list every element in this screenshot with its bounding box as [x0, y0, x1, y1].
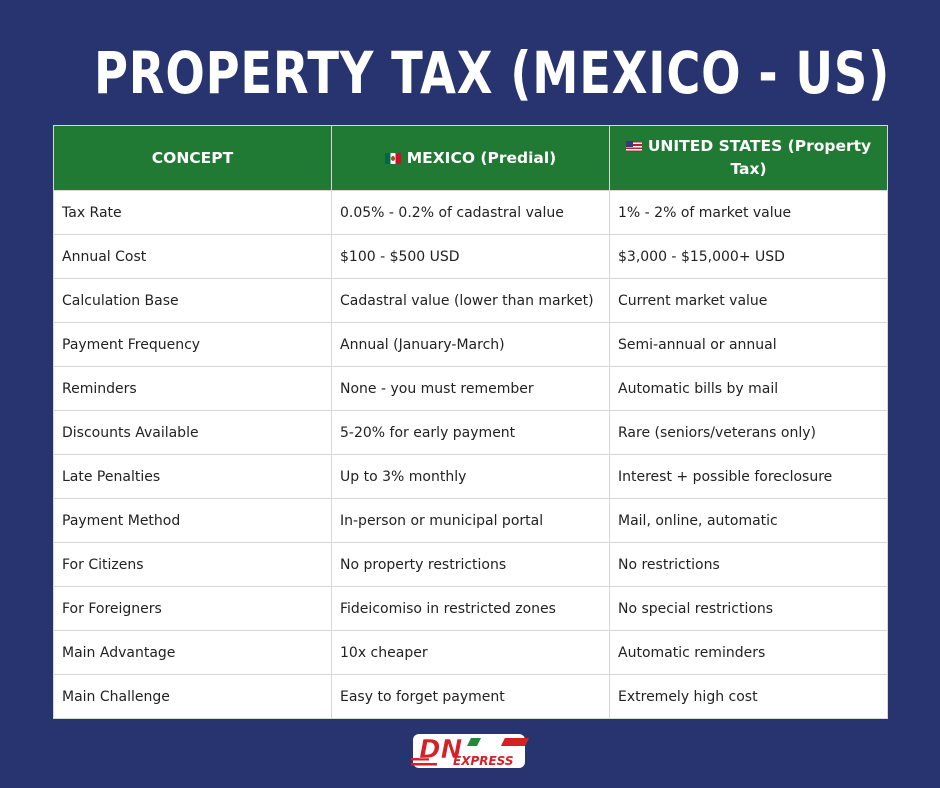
cell-concept: Main Advantage: [53, 630, 332, 675]
cell-concept: Tax Rate: [53, 190, 332, 235]
cell-us: Rare (seniors/veterans only): [609, 410, 888, 455]
cell-us: Current market value: [609, 278, 888, 323]
table-row: Calculation Base Cadastral value (lower …: [53, 278, 888, 323]
mexico-flag-icon: [384, 152, 401, 164]
table-row: Tax Rate 0.05% - 0.2% of cadastral value…: [53, 190, 888, 235]
logo-main-text: DN: [419, 735, 463, 765]
cell-concept: For Citizens: [53, 542, 332, 587]
cell-mexico: Annual (January-March): [331, 322, 610, 367]
cell-mexico: Easy to forget payment: [331, 674, 610, 719]
table-row: For Citizens No property restrictions No…: [53, 542, 888, 587]
table-row: Annual Cost $100 - $500 USD $3,000 - $15…: [53, 234, 888, 279]
cell-mexico: In-person or municipal portal: [331, 498, 610, 543]
header-mexico-label: MEXICO (Predial): [406, 148, 557, 167]
cell-mexico: No property restrictions: [331, 542, 610, 587]
cell-concept: Payment Frequency: [53, 322, 332, 367]
logo-sub-text: EXPRESS: [453, 754, 514, 768]
header-us-label: UNITED STATES (Property Tax): [647, 137, 872, 178]
cell-concept: Discounts Available: [53, 410, 332, 455]
cell-us: Semi-annual or annual: [609, 322, 888, 367]
table-row: Payment Frequency Annual (January-March)…: [53, 322, 888, 367]
table-row: Payment Method In-person or municipal po…: [53, 498, 888, 543]
table-row: Reminders None - you must remember Autom…: [53, 366, 888, 411]
table-row: Discounts Available 5-20% for early paym…: [53, 410, 888, 455]
cell-us: Interest + possible foreclosure: [609, 454, 888, 499]
table-row: Main Advantage 10x cheaper Automatic rem…: [53, 630, 888, 675]
header-mexico: MEXICO (Predial): [331, 125, 610, 191]
header-concept: CONCEPT: [53, 125, 332, 191]
cell-us: No special restrictions: [609, 586, 888, 631]
header-us: UNITED STATES (Property Tax): [609, 125, 888, 191]
table-row: Late Penalties Up to 3% monthly Interest…: [53, 454, 888, 499]
cell-mexico: Cadastral value (lower than market): [331, 278, 610, 323]
cell-us: $3,000 - $15,000+ USD: [609, 234, 888, 279]
cell-mexico: 5-20% for early payment: [331, 410, 610, 455]
cell-concept: Reminders: [53, 366, 332, 411]
cell-us: Mail, online, automatic: [609, 498, 888, 543]
cell-concept: Late Penalties: [53, 454, 332, 499]
page-title: PROPERTY TAX (MEXICO - US): [94, 39, 891, 107]
dn-express-logo: DN EXPRESS: [411, 734, 529, 768]
cell-mexico: 10x cheaper: [331, 630, 610, 675]
cell-concept: Annual Cost: [53, 234, 332, 279]
cell-us: No restrictions: [609, 542, 888, 587]
table-row: For Foreigners Fideicomiso in restricted…: [53, 586, 888, 631]
cell-us: 1% - 2% of market value: [609, 190, 888, 235]
cell-concept: Main Challenge: [53, 674, 332, 719]
cell-concept: For Foreigners: [53, 586, 332, 631]
cell-mexico: $100 - $500 USD: [331, 234, 610, 279]
cell-mexico: None - you must remember: [331, 366, 610, 411]
cell-concept: Payment Method: [53, 498, 332, 543]
comparison-table: CONCEPT MEXICO (Predial) UNITED STATES (…: [53, 125, 888, 719]
cell-us: Extremely high cost: [609, 674, 888, 719]
header-concept-label: CONCEPT: [151, 148, 234, 167]
table-header-row: CONCEPT MEXICO (Predial) UNITED STATES (…: [53, 125, 888, 191]
table-row: Main Challenge Easy to forget payment Ex…: [53, 674, 888, 719]
cell-concept: Calculation Base: [53, 278, 332, 323]
cell-mexico: Up to 3% monthly: [331, 454, 610, 499]
cell-us: Automatic reminders: [609, 630, 888, 675]
cell-mexico: 0.05% - 0.2% of cadastral value: [331, 190, 610, 235]
cell-us: Automatic bills by mail: [609, 366, 888, 411]
cell-mexico: Fideicomiso in restricted zones: [331, 586, 610, 631]
us-flag-icon: [625, 141, 642, 152]
